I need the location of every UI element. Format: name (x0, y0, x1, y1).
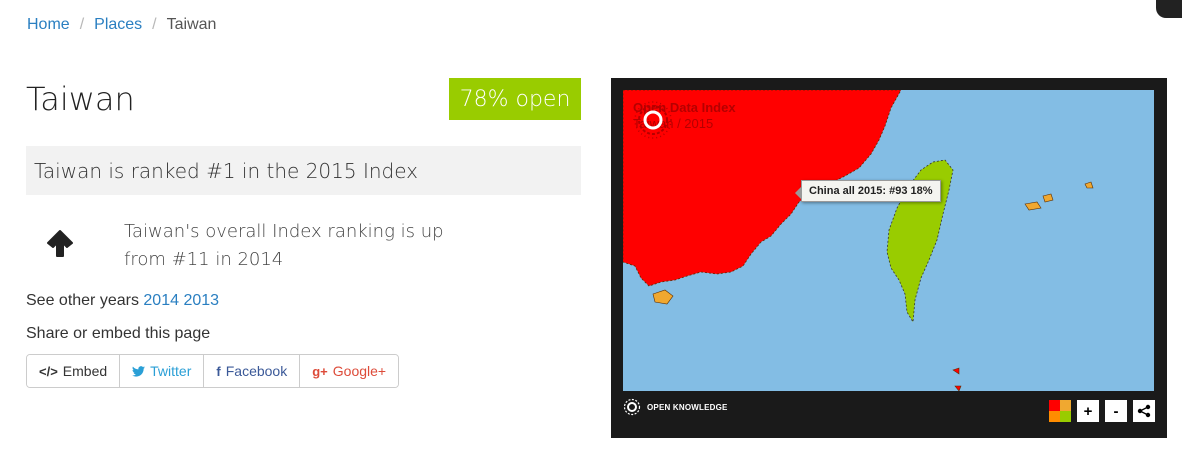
open-data-index-icon (634, 101, 672, 139)
breadcrumb-home[interactable]: Home (27, 16, 70, 33)
google-plus-icon: g+ (312, 363, 328, 379)
embed-button[interactable]: </> Embed (27, 355, 121, 387)
facebook-label: Facebook (225, 363, 288, 379)
google-plus-label: Google+ (332, 363, 387, 379)
facebook-icon: f (216, 363, 221, 379)
island (1024, 201, 1042, 211)
arrow-up-icon (47, 230, 73, 257)
open-knowledge-logo-icon (623, 398, 641, 416)
china-region (623, 90, 902, 287)
map-title: Open Data Index (633, 100, 736, 115)
share-heading: Share or embed this page (26, 325, 211, 342)
twitter-icon (132, 365, 146, 377)
share-map-button[interactable] (1133, 400, 1155, 422)
embed-label: Embed (62, 363, 108, 379)
map-shapes (623, 90, 1094, 391)
island (952, 367, 960, 375)
zoom-out-button[interactable]: - (1105, 400, 1127, 422)
zoom-in-button[interactable]: + (1077, 400, 1099, 422)
rank-headline: Taiwan is ranked #1 in the 2015 Index (34, 158, 419, 183)
year-link-2013[interactable]: 2013 (183, 292, 220, 309)
island (954, 385, 962, 391)
page-title: Taiwan (26, 80, 135, 118)
embedded-map: Open Data Index Taiwan / 2015 China all … (611, 78, 1167, 438)
share-button-group: </> Embed Twitter f Facebook g+ Google+ (26, 354, 400, 388)
openness-score-badge: 78% open (449, 78, 581, 120)
other-years-label: See other years (26, 292, 139, 309)
rank-panel: Taiwan is ranked #1 in the 2015 Index (26, 146, 581, 195)
ranking-change-text: Taiwan's overall Index ranking is up fro… (124, 221, 444, 270)
breadcrumb-separator: / (79, 16, 85, 33)
map-controls: + - (1049, 400, 1155, 422)
year-link-2014[interactable]: 2014 (143, 292, 179, 309)
google-plus-button[interactable]: g+ Google+ (300, 355, 399, 387)
island (1042, 193, 1054, 203)
map-canvas[interactable]: Open Data Index Taiwan / 2015 China all … (623, 90, 1154, 391)
code-icon: </> (39, 363, 58, 379)
other-years: See other years 2014 2013 (26, 292, 219, 310)
corner-tab[interactable] (1156, 0, 1182, 18)
breadcrumb-places[interactable]: Places (94, 16, 143, 33)
legend-icon[interactable] (1049, 400, 1071, 422)
map-logo: Open Data Index Taiwan / 2015 (633, 100, 736, 139)
breadcrumb: Home / Places / Taiwan (27, 16, 216, 34)
hong-kong-region (652, 289, 674, 305)
breadcrumb-separator: / (152, 16, 157, 33)
share-icon (1137, 404, 1151, 418)
island (1084, 181, 1094, 189)
breadcrumb-current: Taiwan (166, 16, 217, 33)
map-tooltip: China all 2015: #93 18% (795, 180, 941, 202)
twitter-button[interactable]: Twitter (120, 355, 205, 387)
facebook-button[interactable]: f Facebook (204, 355, 301, 387)
open-knowledge-brand: OPEN KNOWLEDGE (647, 402, 728, 412)
map-footer: OPEN KNOWLEDGE (623, 398, 728, 416)
twitter-label: Twitter (150, 363, 192, 379)
